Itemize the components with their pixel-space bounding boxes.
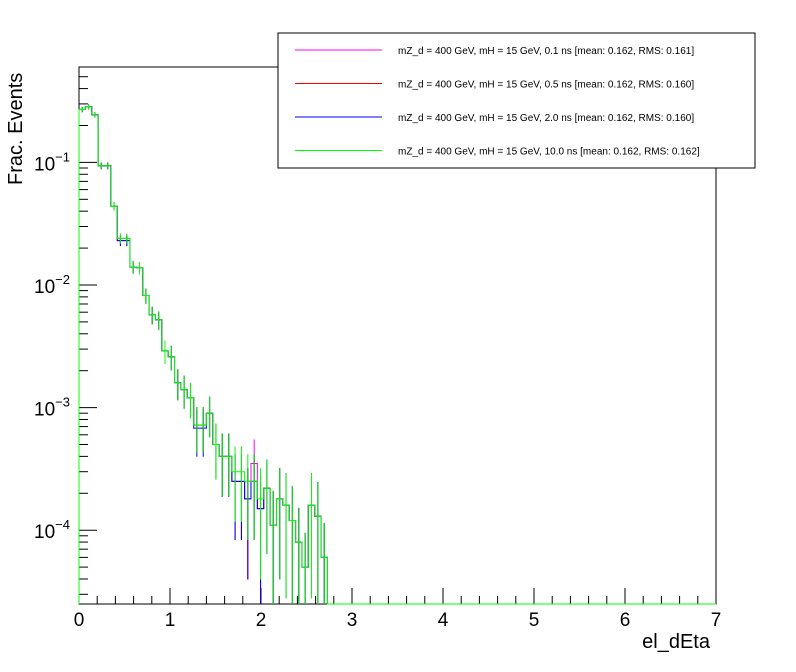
x-tick-label: 1 bbox=[165, 610, 176, 631]
y-tick-label: 10−2 bbox=[34, 272, 70, 298]
x-tick-label: 2 bbox=[256, 610, 267, 631]
legend-entry: mZ_d = 400 GeV, mH = 15 GeV, 0.1 ns [mea… bbox=[295, 46, 694, 57]
series-1 bbox=[78, 104, 716, 605]
legend: mZ_d = 400 GeV, mH = 15 GeV, 0.1 ns [mea… bbox=[277, 32, 756, 169]
x-tick-label: 3 bbox=[347, 610, 358, 631]
x-tick-label: 0 bbox=[74, 610, 85, 631]
x-tick-label: 7 bbox=[711, 610, 722, 631]
legend-entry: mZ_d = 400 GeV, mH = 15 GeV, 2.0 ns [mea… bbox=[295, 113, 694, 124]
series-layer bbox=[78, 104, 716, 605]
legend-entry: mZ_d = 400 GeV, mH = 15 GeV, 0.5 ns [mea… bbox=[295, 80, 694, 91]
legend-label: mZ_d = 400 GeV, mH = 15 GeV, 10.0 ns [me… bbox=[398, 147, 700, 158]
legend-entry: mZ_d = 400 GeV, mH = 15 GeV, 10.0 ns [me… bbox=[295, 147, 700, 158]
legend-label: mZ_d = 400 GeV, mH = 15 GeV, 0.5 ns [mea… bbox=[398, 80, 694, 91]
series-step-line bbox=[78, 106, 716, 605]
legend-label: mZ_d = 400 GeV, mH = 15 GeV, 0.1 ns [mea… bbox=[398, 46, 694, 57]
x-tick-label: 5 bbox=[529, 610, 540, 631]
series-step-line bbox=[78, 106, 716, 605]
x-tick-label: 6 bbox=[620, 610, 631, 631]
x-axis-title: el_dEta bbox=[642, 631, 711, 653]
legend-entries: mZ_d = 400 GeV, mH = 15 GeV, 0.1 ns [mea… bbox=[295, 46, 700, 158]
y-tick-labels: 10−4 10−3 10−2 10−1 bbox=[34, 149, 70, 543]
y-tick-label: 10−4 bbox=[34, 517, 70, 543]
legend-label: mZ_d = 400 GeV, mH = 15 GeV, 2.0 ns [mea… bbox=[398, 113, 694, 124]
axis-minor-ticks bbox=[78, 76, 717, 604]
series-step-line bbox=[78, 106, 716, 605]
series-4 bbox=[78, 104, 716, 605]
x-tick-labels: 0 1 2 3 4 5 6 7 bbox=[74, 610, 722, 631]
y-tick-label: 10−3 bbox=[34, 395, 70, 421]
series-step-line bbox=[78, 106, 716, 605]
series-3 bbox=[78, 104, 716, 605]
series-2 bbox=[78, 104, 716, 605]
y-tick-label: 10−1 bbox=[34, 149, 70, 175]
x-tick-label: 4 bbox=[438, 610, 449, 631]
y-axis-title: Frac. Events bbox=[5, 73, 27, 185]
legend-box bbox=[277, 32, 756, 169]
